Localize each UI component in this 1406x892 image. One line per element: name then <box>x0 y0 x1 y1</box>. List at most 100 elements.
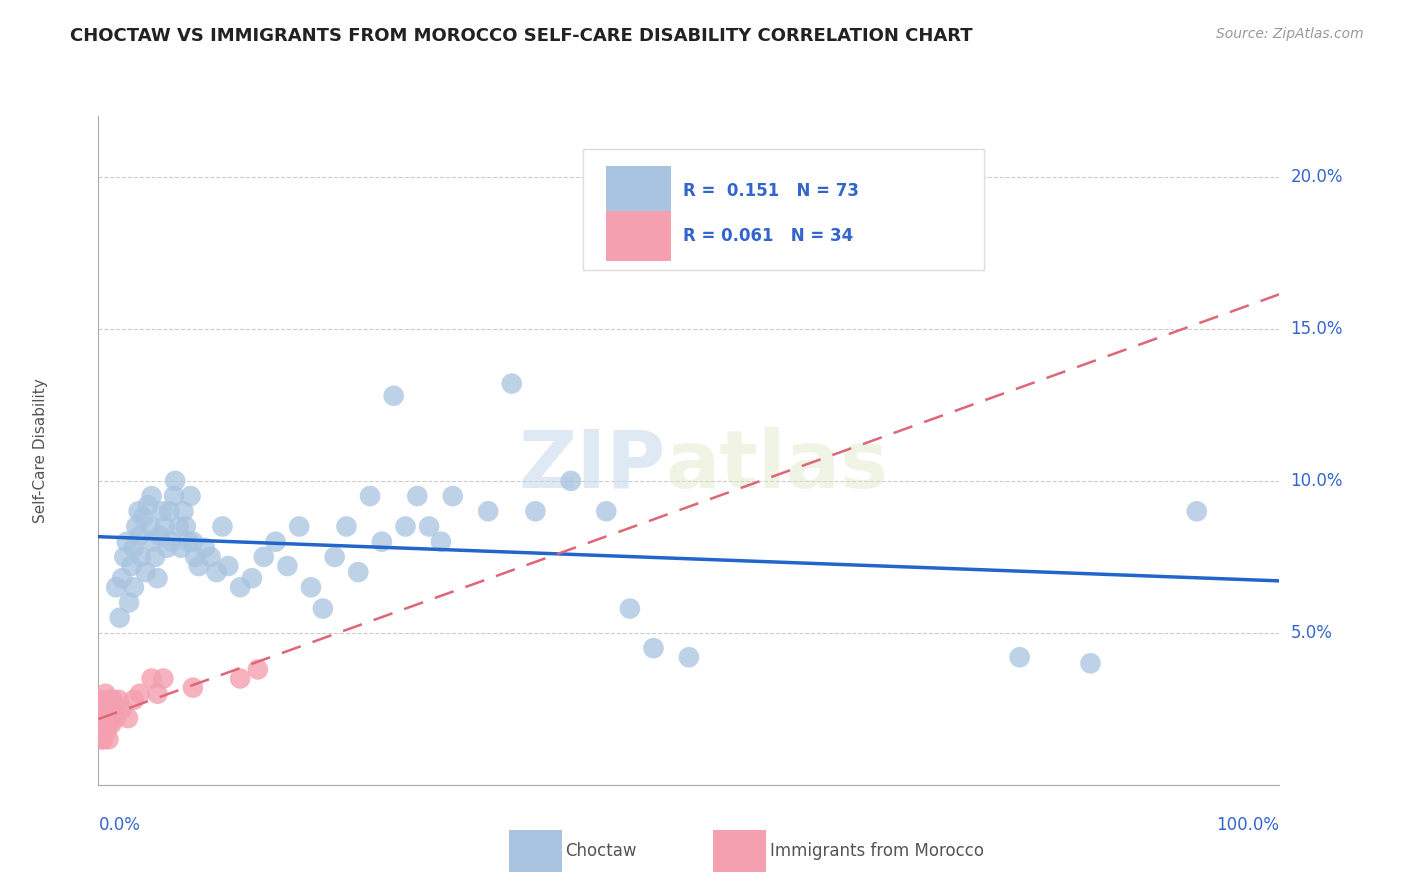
Point <box>97 717 120 731</box>
Point <box>1008 650 1031 665</box>
Point <box>108 611 131 625</box>
Point <box>101 693 124 707</box>
Point <box>98 702 121 716</box>
Point <box>323 549 346 564</box>
Point <box>177 534 200 549</box>
Point <box>111 571 134 585</box>
Point <box>143 549 166 564</box>
Point <box>160 534 183 549</box>
Point <box>141 672 163 686</box>
Point <box>394 519 416 533</box>
Point <box>371 534 394 549</box>
Point <box>181 681 204 695</box>
Point <box>1080 657 1102 671</box>
Point <box>117 711 139 725</box>
Point <box>96 702 118 716</box>
FancyBboxPatch shape <box>606 166 671 217</box>
Point <box>115 534 138 549</box>
Point <box>118 595 141 609</box>
Text: R = 0.061   N = 34: R = 0.061 N = 34 <box>683 227 853 245</box>
Point <box>94 687 117 701</box>
Point <box>93 717 115 731</box>
Point <box>229 672 252 686</box>
Point <box>217 559 239 574</box>
Point <box>105 711 128 725</box>
Text: 20.0%: 20.0% <box>1291 168 1343 186</box>
Point <box>299 580 322 594</box>
Point <box>122 693 145 707</box>
Text: 5.0%: 5.0% <box>1291 624 1333 642</box>
Point <box>90 732 112 747</box>
Point <box>678 650 700 665</box>
Point <box>97 732 120 747</box>
Point <box>477 504 499 518</box>
Point <box>229 580 252 594</box>
Text: 100.0%: 100.0% <box>1216 815 1279 833</box>
Point <box>163 489 186 503</box>
Text: R =  0.151   N = 73: R = 0.151 N = 73 <box>683 182 859 200</box>
Point <box>122 541 145 555</box>
Point <box>153 519 176 533</box>
Point <box>174 519 197 533</box>
Point <box>96 723 118 738</box>
Point <box>194 541 217 555</box>
Point <box>128 504 150 518</box>
Point <box>128 687 150 701</box>
Point <box>560 474 582 488</box>
Point <box>141 489 163 503</box>
Point <box>156 541 179 555</box>
Point <box>146 571 169 585</box>
Point <box>187 559 209 574</box>
Point <box>93 702 115 716</box>
Text: Self-Care Disability: Self-Care Disability <box>32 378 48 523</box>
Point <box>181 534 204 549</box>
Text: atlas: atlas <box>665 426 889 505</box>
Point <box>98 693 121 707</box>
Point <box>347 565 370 579</box>
Point <box>89 702 111 716</box>
Point <box>90 711 112 725</box>
Text: CHOCTAW VS IMMIGRANTS FROM MOROCCO SELF-CARE DISABILITY CORRELATION CHART: CHOCTAW VS IMMIGRANTS FROM MOROCCO SELF-… <box>70 27 973 45</box>
Point <box>253 549 276 564</box>
Point <box>112 549 135 564</box>
Point <box>89 723 111 738</box>
Point <box>501 376 523 391</box>
Point <box>111 702 134 716</box>
FancyBboxPatch shape <box>606 211 671 261</box>
Point <box>406 489 429 503</box>
Point <box>91 732 114 747</box>
Point <box>595 504 617 518</box>
Point <box>157 504 180 518</box>
Point <box>98 711 121 725</box>
Point <box>94 723 117 738</box>
Point <box>441 489 464 503</box>
Point <box>122 580 145 594</box>
Point <box>619 601 641 615</box>
Text: 10.0%: 10.0% <box>1291 472 1343 490</box>
Text: ZIP: ZIP <box>517 426 665 505</box>
Point <box>128 528 150 542</box>
Point <box>430 534 453 549</box>
Text: Source: ZipAtlas.com: Source: ZipAtlas.com <box>1216 27 1364 41</box>
Text: Choctaw: Choctaw <box>565 842 637 860</box>
Point <box>107 693 129 707</box>
Point <box>288 519 311 533</box>
Point <box>184 549 207 564</box>
Point <box>100 717 122 731</box>
Point <box>418 519 440 533</box>
Point <box>136 498 159 512</box>
Point <box>335 519 357 533</box>
Point <box>146 687 169 701</box>
Point <box>1185 504 1208 518</box>
Point <box>125 519 148 533</box>
Point <box>152 672 174 686</box>
Point <box>121 559 143 574</box>
Point <box>149 528 172 542</box>
Text: 15.0%: 15.0% <box>1291 320 1343 338</box>
Point <box>91 717 114 731</box>
Point <box>200 549 222 564</box>
Point <box>246 662 269 676</box>
Point <box>139 519 162 533</box>
Point <box>264 534 287 549</box>
Point <box>135 565 157 579</box>
